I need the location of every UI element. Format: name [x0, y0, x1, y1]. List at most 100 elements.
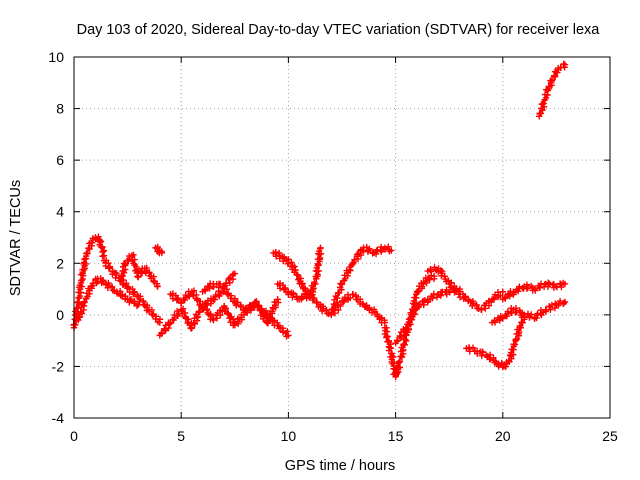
- trace-marker: [237, 301, 244, 309]
- trace-marker: [310, 280, 318, 288]
- trace-marker: [393, 337, 401, 345]
- trace-marker: [149, 311, 156, 319]
- trace-marker: [80, 299, 88, 306]
- trace-marker: [354, 255, 362, 263]
- trace-marker: [293, 271, 300, 278]
- x-axis-label: GPS time / hours: [285, 458, 395, 474]
- trace-marker: [400, 341, 407, 349]
- trace-marker: [516, 324, 523, 331]
- trace-marker: [510, 341, 517, 348]
- x-tick-label: 5: [177, 428, 185, 444]
- trace-marker: [309, 291, 316, 298]
- trace-marker: [502, 363, 510, 370]
- trace-marker: [118, 273, 125, 280]
- trace-marker: [222, 305, 229, 313]
- trace-marker: [395, 358, 403, 366]
- trace-marker: [396, 333, 404, 340]
- trace-marker: [199, 305, 206, 312]
- trace-marker: [334, 294, 341, 302]
- trace-marker: [167, 320, 174, 327]
- y-tick-label: 2: [56, 255, 64, 271]
- y-tick-label: -4: [52, 410, 65, 426]
- trace-marker: [193, 314, 201, 321]
- series-track-q: [499, 279, 569, 303]
- trace-marker: [213, 315, 221, 322]
- trace-marker: [224, 309, 231, 317]
- trace-marker: [346, 266, 353, 273]
- trace-marker: [533, 314, 540, 322]
- trace-marker: [402, 325, 410, 332]
- trace-marker: [285, 260, 292, 267]
- data-point: [154, 283, 161, 290]
- trace-marker: [126, 299, 133, 306]
- trace-marker: [437, 292, 444, 299]
- trace-marker: [133, 263, 140, 271]
- y-tick-label: -2: [52, 358, 65, 374]
- trace-marker: [74, 299, 81, 306]
- trace-marker: [512, 336, 519, 343]
- trace-marker: [497, 292, 504, 299]
- trace-marker: [313, 298, 320, 306]
- trace-marker: [550, 73, 558, 80]
- trace-marker: [455, 288, 463, 295]
- trace-marker: [374, 311, 381, 318]
- data-point: [285, 332, 292, 339]
- y-tick-label: 4: [56, 204, 64, 220]
- trace-marker: [424, 297, 432, 305]
- trace-marker: [560, 299, 568, 307]
- trace-marker: [288, 259, 295, 266]
- trace-marker: [503, 312, 511, 320]
- trace-marker: [414, 287, 422, 295]
- series-track-k: [328, 243, 395, 316]
- series-track-b: [75, 275, 142, 324]
- y-tick-label: 6: [56, 152, 64, 168]
- trace-marker: [108, 283, 116, 291]
- trace-marker: [372, 250, 380, 258]
- trace-marker: [195, 309, 203, 316]
- plot-frame: [73, 56, 611, 419]
- trace-marker: [490, 296, 497, 303]
- trace-marker: [398, 354, 406, 361]
- trace-marker: [510, 289, 517, 297]
- series-track-j: [274, 280, 389, 326]
- y-axis-label: SDTVAR / TECUs: [8, 180, 24, 296]
- trace-marker: [331, 309, 339, 317]
- trace-marker: [383, 333, 390, 340]
- y-tick-label: 8: [56, 101, 64, 117]
- trace-marker: [499, 315, 507, 322]
- trace-marker: [539, 100, 547, 108]
- data-point: [388, 247, 395, 254]
- series-track-r: [536, 60, 569, 120]
- data-point: [430, 272, 438, 280]
- trace-marker: [83, 250, 90, 257]
- trace-marker: [478, 306, 485, 313]
- trace-marker: [139, 298, 147, 305]
- series-track-f: [156, 296, 282, 339]
- trace-marker: [328, 306, 336, 313]
- trace-marker: [508, 355, 515, 362]
- trace-marker: [496, 316, 503, 323]
- trace-marker: [487, 355, 494, 363]
- trace-marker: [158, 330, 165, 337]
- y-tick-label: 10: [48, 49, 64, 65]
- series-track-g: [167, 284, 292, 340]
- trace-marker: [122, 260, 129, 268]
- trace-marker: [504, 308, 512, 315]
- data-point: [231, 270, 238, 277]
- trace-marker: [81, 265, 89, 272]
- series-track-n: [424, 264, 507, 314]
- trace-marker: [174, 295, 182, 302]
- trace-marker: [134, 273, 142, 281]
- trace-marker: [385, 337, 392, 344]
- series-track-a: [70, 233, 108, 331]
- chart-title: Day 103 of 2020, Sidereal Day-to-day VTE…: [77, 22, 601, 38]
- trace-marker: [298, 281, 306, 288]
- trace-marker: [366, 245, 373, 253]
- trace-marker: [131, 288, 138, 295]
- trace-marker: [272, 253, 280, 260]
- trace-marker: [130, 251, 137, 259]
- trace-marker: [127, 295, 135, 303]
- data-points: [70, 60, 569, 380]
